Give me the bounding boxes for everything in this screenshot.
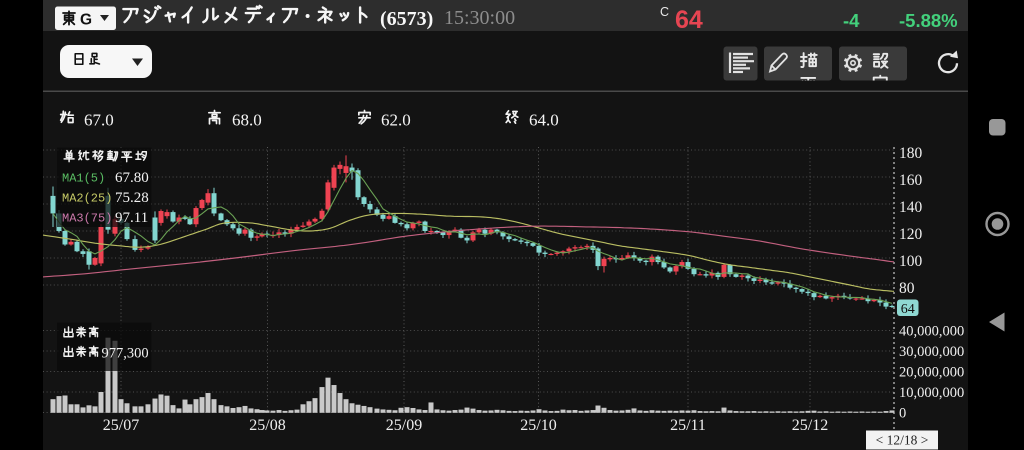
svg-text:0: 0 — [899, 406, 906, 422]
svg-text:64: 64 — [901, 302, 915, 317]
svg-text:-5.88%: -5.88% — [899, 10, 958, 31]
svg-text:120: 120 — [899, 226, 923, 243]
svg-text:-4: -4 — [843, 10, 860, 31]
svg-text:67.80: 67.80 — [115, 170, 149, 186]
svg-text:MA1(5): MA1(5) — [62, 172, 105, 186]
svg-text:25/08: 25/08 — [249, 417, 285, 434]
svg-text:97.11: 97.11 — [115, 210, 148, 226]
svg-text:160: 160 — [899, 172, 923, 189]
svg-text:MA3(75): MA3(75) — [62, 212, 112, 226]
svg-text:(6573): (6573) — [380, 8, 433, 30]
svg-text:75.28: 75.28 — [115, 190, 149, 206]
svg-text:25/09: 25/09 — [386, 417, 422, 434]
svg-text:140: 140 — [899, 199, 923, 216]
svg-text:10,000,000: 10,000,000 — [899, 385, 964, 401]
svg-text:977,300: 977,300 — [102, 346, 149, 362]
svg-text:MA2(25): MA2(25) — [62, 192, 112, 206]
svg-text:25/11: 25/11 — [670, 417, 706, 434]
svg-text:15:30:00: 15:30:00 — [444, 7, 515, 29]
svg-text:30,000,000: 30,000,000 — [899, 344, 964, 360]
svg-text:C: C — [660, 5, 669, 19]
svg-text:64.0: 64.0 — [529, 111, 559, 130]
svg-text:68.0: 68.0 — [232, 111, 262, 130]
svg-text:100: 100 — [899, 253, 923, 270]
svg-text:< 12/18 >: < 12/18 > — [876, 433, 929, 448]
svg-text:62.0: 62.0 — [381, 111, 411, 130]
svg-text:64: 64 — [675, 6, 703, 34]
svg-text:25/12: 25/12 — [792, 417, 828, 434]
svg-text:25/07: 25/07 — [103, 417, 139, 434]
svg-text:40,000,000: 40,000,000 — [899, 324, 964, 340]
svg-text:25/10: 25/10 — [520, 417, 556, 434]
svg-text:67.0: 67.0 — [84, 111, 114, 130]
svg-text:80: 80 — [899, 280, 915, 297]
svg-text:G: G — [80, 12, 92, 29]
svg-text:180: 180 — [899, 145, 923, 162]
svg-text:20,000,000: 20,000,000 — [899, 365, 964, 381]
